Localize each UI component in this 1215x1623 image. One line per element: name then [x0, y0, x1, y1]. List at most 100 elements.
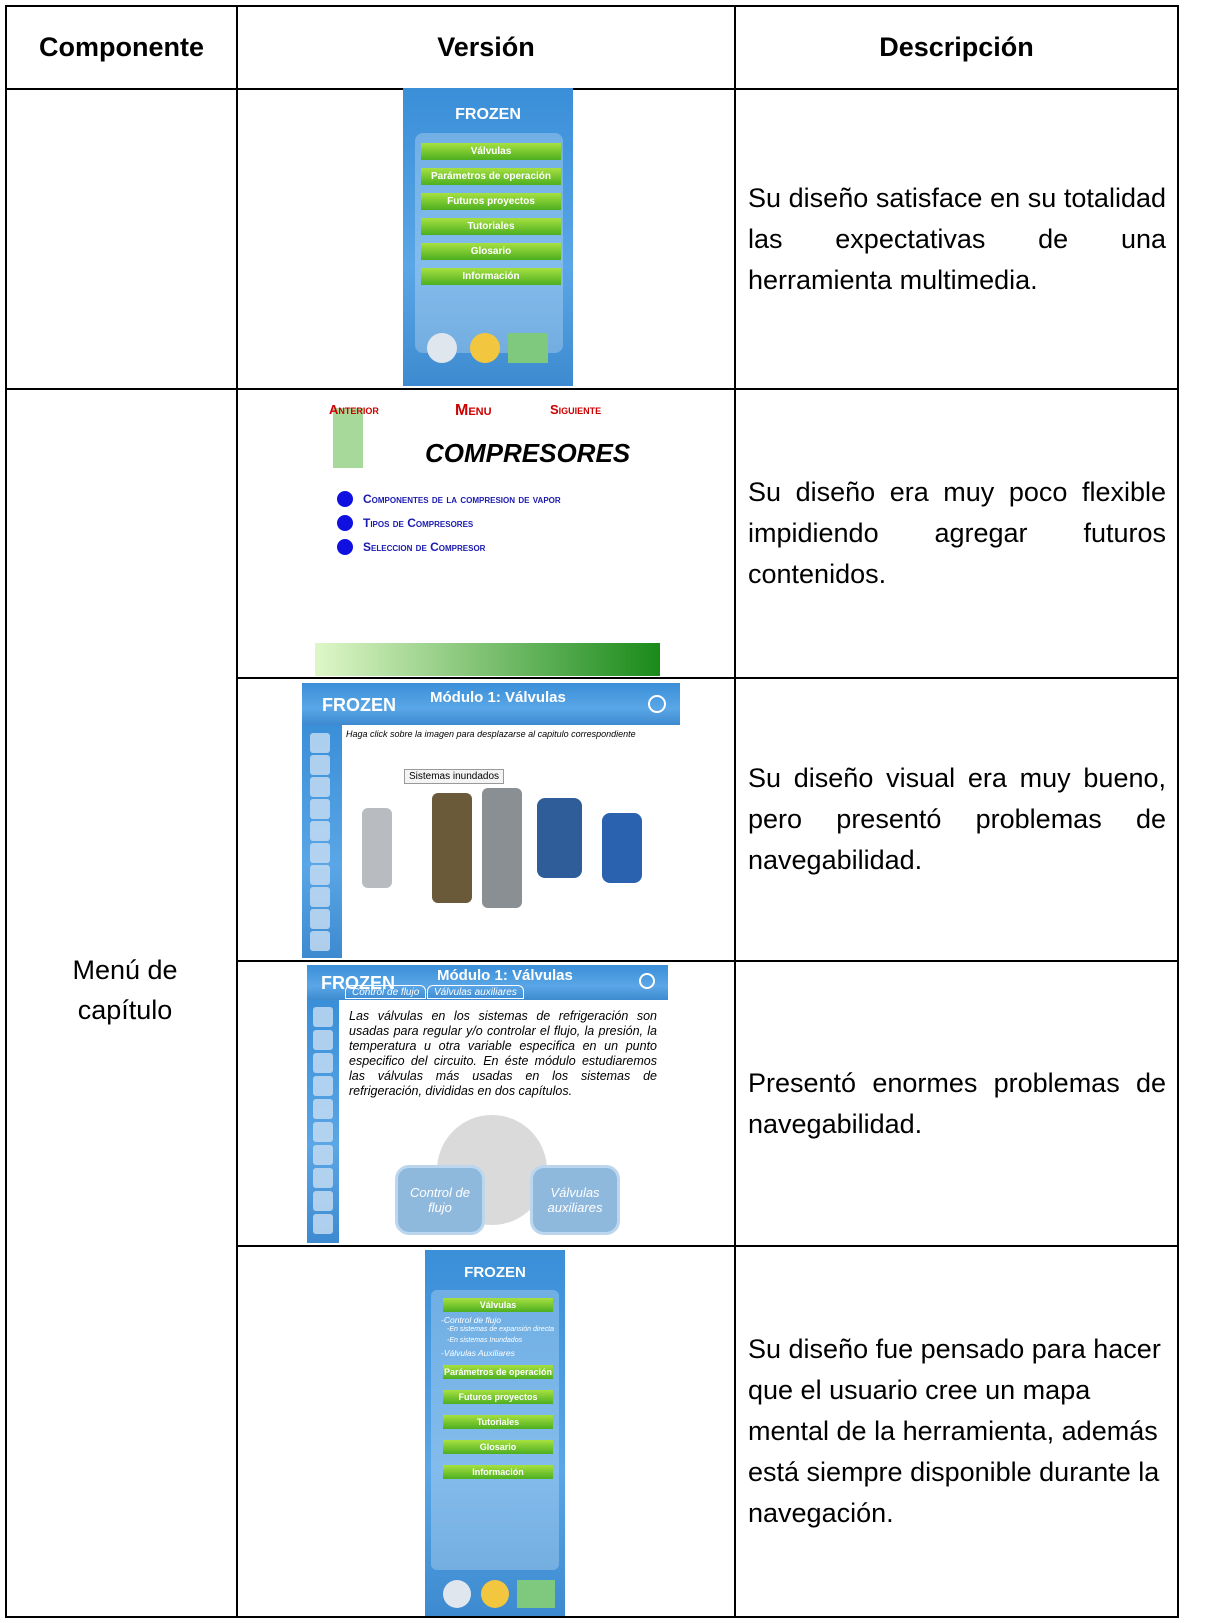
paragraph: Las válvulas en los sistemas de refriger…: [349, 1009, 657, 1098]
nav-icon: [313, 1145, 333, 1165]
bullet: [337, 515, 353, 531]
screenshot: FROZEN Válvulas Parámetros de operación Fu…: [403, 88, 573, 386]
nav-icon: [313, 1053, 333, 1073]
brand: FROZEN: [322, 695, 396, 715]
border: [734, 5, 736, 1618]
menu-item: Futuros proyectos: [443, 1390, 553, 1404]
brand: FROZEN: [464, 1264, 526, 1281]
menu-item: Glosario: [443, 1440, 553, 1454]
top-bar: [307, 965, 668, 1000]
submenu-item: -En sistemas Inundados: [447, 1337, 523, 1344]
menu-item: Información: [421, 268, 561, 285]
border: [237, 1245, 1179, 1247]
description: Su diseño fue pensado para hacer que el …: [748, 1334, 1161, 1528]
border: [237, 960, 1179, 962]
nav-icon: [310, 931, 330, 951]
nav-icon: [310, 887, 330, 907]
menu-item: Parámetros de operación: [421, 168, 561, 185]
menu-item: Tipos de Compresores: [363, 516, 474, 530]
header-cell: Descripción: [879, 32, 1034, 62]
button: Control de flujo: [395, 1165, 485, 1235]
nav-next: Siguiente: [550, 402, 602, 417]
nav-icon: [310, 821, 330, 841]
nav-icon: [313, 1076, 333, 1096]
submenu-item: -Válvulas Auxiliares: [441, 1348, 515, 1358]
bullet: [337, 539, 353, 555]
brand: FROZEN: [455, 106, 521, 123]
tab: Válvulas auxiliares: [427, 985, 524, 999]
nav-icon: [313, 1030, 333, 1050]
panel: [431, 1290, 559, 1570]
tooltip: Sistemas inundados: [404, 769, 505, 784]
menu-item: Parámetros de operación: [443, 1365, 553, 1379]
nav-icon: [313, 1099, 333, 1119]
menu-item: Glosario: [421, 243, 561, 260]
menu-item: Seleccion de Compresor: [363, 540, 486, 554]
nav-icon: [313, 1168, 333, 1188]
screenshot: FROZEN Módulo 1: Válvulas Haga click sob…: [302, 683, 680, 958]
border: [237, 677, 1179, 679]
nav-icon: [313, 1122, 333, 1142]
nav-icon: [313, 1191, 333, 1211]
logo: [427, 333, 457, 363]
valve: [362, 808, 392, 888]
title: Módulo 1: Válvulas: [437, 967, 573, 984]
menu-item: Información: [443, 1465, 553, 1479]
valve: [432, 793, 472, 903]
header-cell: Componente: [39, 32, 204, 62]
submenu-item: -En sistemas de expansión directa: [447, 1326, 554, 1333]
title: Módulo 1: Válvulas: [430, 689, 566, 706]
info-icon: [639, 973, 655, 989]
logo: [333, 408, 363, 468]
menu-item: Válvulas: [443, 1298, 553, 1312]
menu-item: Válvulas: [421, 143, 561, 160]
submenu-item: -Control de flujo: [441, 1315, 502, 1325]
screenshot: FROZEN Válvulas -Control de flujo -En sist…: [425, 1250, 565, 1616]
bar: [315, 643, 660, 676]
nav-icon: [310, 799, 330, 819]
brand: FROZEN: [321, 973, 395, 993]
valve: [537, 798, 582, 878]
nav-icon: [310, 843, 330, 863]
menu-item: Componentes de la compresion de vapor: [363, 492, 561, 506]
logo: [443, 1580, 471, 1608]
description: Su diseño era muy poco flexible impidien…: [748, 477, 1166, 589]
tab: Control de flujo: [345, 985, 427, 999]
component-cell: Menú de capítulo: [72, 955, 178, 1025]
info-icon: [648, 695, 666, 713]
button: Válvulas auxiliares: [530, 1165, 620, 1235]
description: Presentó enormes problemas de navegabili…: [748, 1067, 1166, 1139]
logo: [517, 1580, 555, 1608]
menu-item: Tutoriales: [443, 1415, 553, 1429]
nav-icon: [313, 1214, 333, 1234]
description: Su diseño visual era muy bueno, pero pre…: [748, 763, 1166, 875]
border: [5, 88, 1179, 90]
valve: [482, 788, 522, 908]
border: [5, 5, 1179, 7]
description: Su diseño satisface en su totalidad las …: [748, 182, 1166, 295]
nav-icon: [310, 909, 330, 929]
top-bar: [302, 683, 680, 725]
nav-menu: Menu: [455, 402, 492, 419]
nav-icon: [310, 865, 330, 885]
title: COMPRESORES: [425, 438, 631, 468]
logo: [481, 1580, 509, 1608]
nav-icon: [310, 755, 330, 775]
nav-prev: Anterior: [329, 402, 379, 417]
screenshot: Anterior Menu Siguiente COMPRESORES Comp…: [315, 398, 665, 676]
bullet: [337, 491, 353, 507]
valve: [602, 813, 642, 883]
menu-item: Futuros proyectos: [421, 193, 561, 210]
header-cell: Versión: [437, 32, 535, 62]
nav-icon: [310, 777, 330, 797]
nav-icon: [313, 1007, 333, 1027]
hint: Haga click sobre la imagen para desplaza…: [346, 729, 636, 739]
nav-icon: [310, 733, 330, 753]
border: [5, 1616, 1179, 1618]
border: [236, 5, 238, 1618]
border: [1177, 5, 1179, 1618]
border: [5, 5, 7, 1618]
border: [5, 388, 1179, 390]
logo: [508, 333, 548, 363]
